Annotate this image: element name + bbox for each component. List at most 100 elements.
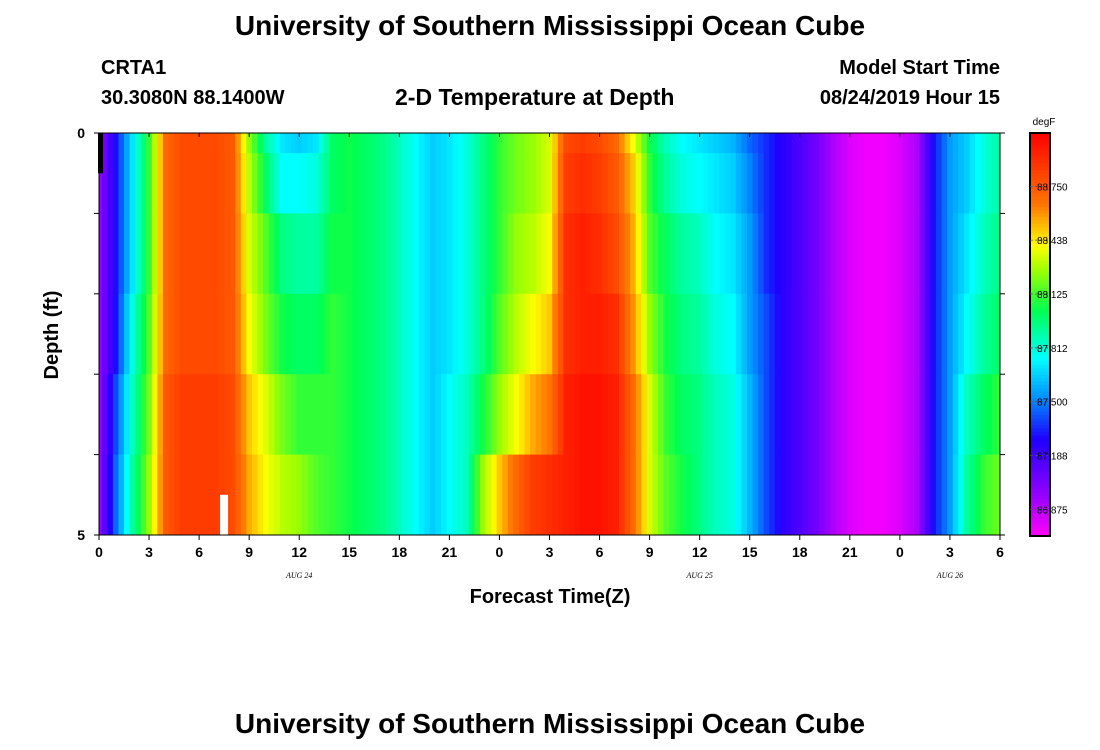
heatmap-cell (974, 133, 981, 154)
heatmap-cell (213, 293, 219, 375)
heatmap-cell (791, 374, 798, 455)
heatmap-cell (613, 374, 620, 455)
heatmap-cell (752, 454, 759, 536)
heatmap-cell (491, 454, 498, 536)
colorbar-swatch (1030, 381, 1050, 386)
colorbar-swatch (1030, 287, 1050, 292)
heatmap-cell (546, 153, 553, 214)
heatmap-cell (735, 454, 742, 536)
model-start-time: 08/24/2019 Hour 15 (819, 87, 1000, 109)
heatmap-cell (730, 374, 737, 455)
colorbar-swatch (1030, 452, 1050, 456)
heatmap-cell (452, 133, 459, 154)
heatmap-cell (546, 454, 553, 536)
heatmap-cell (390, 133, 397, 154)
heatmap-cell (619, 293, 625, 375)
heatmap-cell (274, 213, 281, 295)
heatmap-cell (574, 374, 581, 455)
heatmap-cell (746, 454, 753, 536)
heatmap-cell (407, 213, 414, 295)
heatmap-cell (268, 213, 275, 295)
colorbar-swatch (1030, 277, 1050, 282)
heatmap-cell (635, 153, 642, 214)
heatmap-cell (485, 374, 492, 455)
heatmap-cell (958, 454, 965, 536)
heatmap-cell (730, 454, 737, 536)
heatmap-cell (724, 213, 731, 295)
heatmap-cell (446, 374, 453, 455)
heatmap-cell (613, 293, 620, 375)
heatmap-cell (730, 293, 737, 375)
heatmap-cell (363, 374, 370, 455)
colorbar-swatch (1030, 495, 1050, 500)
heatmap-cell (602, 293, 609, 375)
heatmap-cell (340, 454, 347, 536)
heatmap-cell (413, 374, 420, 455)
heatmap-cell (468, 454, 475, 536)
heatmap-cell (168, 213, 175, 295)
heatmap-cell (969, 133, 976, 154)
heatmap-cell (235, 153, 242, 214)
heatmap-cell (819, 454, 826, 536)
heatmap-cell (580, 153, 587, 214)
heatmap-cell (485, 454, 492, 536)
heatmap-cell (774, 293, 781, 375)
heatmap-cell (691, 374, 698, 455)
heatmap-cell (441, 153, 448, 214)
heatmap-cell (557, 133, 564, 154)
heatmap-cell (352, 213, 359, 295)
heatmap-cell (941, 454, 948, 536)
heatmap-cell (696, 153, 703, 214)
heatmap-cell (263, 153, 270, 214)
heatmap-cell (669, 153, 676, 214)
heatmap-cell (669, 293, 676, 375)
page-title: University of Southern Mississippi Ocean… (234, 10, 866, 41)
heatmap-cell (491, 133, 498, 154)
heatmap-cell (129, 153, 136, 214)
heatmap-cell (741, 293, 748, 375)
heatmap-cell (441, 213, 448, 295)
heatmap-cell (991, 133, 998, 154)
heatmap-cell (663, 213, 670, 295)
heatmap-cell (112, 374, 119, 455)
colorbar-swatch (1030, 223, 1050, 228)
heatmap-cell (708, 153, 714, 214)
colorbar-swatch (1030, 136, 1050, 141)
heatmap-cell (429, 374, 436, 455)
colorbar-swatch (1030, 371, 1050, 376)
heatmap-cell (151, 374, 158, 455)
colorbar-swatch (1030, 351, 1050, 356)
heatmap-cell (908, 153, 915, 214)
colorbar-swatch (1030, 529, 1050, 534)
heatmap-cell (335, 213, 342, 295)
colorbar-swatch (1030, 488, 1050, 493)
heatmap-cell (207, 454, 214, 536)
heatmap-cell (785, 293, 792, 375)
colorbar-swatch (1030, 519, 1050, 524)
colorbar-swatch (1030, 374, 1050, 379)
heatmap-cell (463, 133, 470, 154)
heatmap-cell (218, 133, 225, 154)
heatmap-cell (596, 293, 603, 375)
colorbar-swatch (1030, 468, 1050, 473)
heatmap-cell (997, 213, 1001, 295)
heatmap-cell (791, 293, 798, 375)
heatmap-cell (146, 133, 153, 154)
heatmap-cell (919, 293, 926, 375)
heatmap-cell (390, 374, 397, 455)
heatmap-cell (986, 153, 993, 214)
heatmap-cell (363, 454, 370, 536)
heatmap-cell (624, 153, 631, 214)
heatmap-cell (279, 153, 286, 214)
heatmap-cell (235, 213, 242, 295)
heatmap-cell (869, 153, 876, 214)
x-tick-label: 0 (496, 544, 504, 560)
heatmap-cell (357, 213, 364, 295)
heatmap-cell (891, 454, 898, 536)
heatmap-cell (596, 454, 603, 536)
heatmap-cell (541, 153, 548, 214)
heatmap-cell (424, 374, 431, 455)
heatmap-cell (641, 213, 648, 295)
heatmap-cell (552, 133, 559, 154)
